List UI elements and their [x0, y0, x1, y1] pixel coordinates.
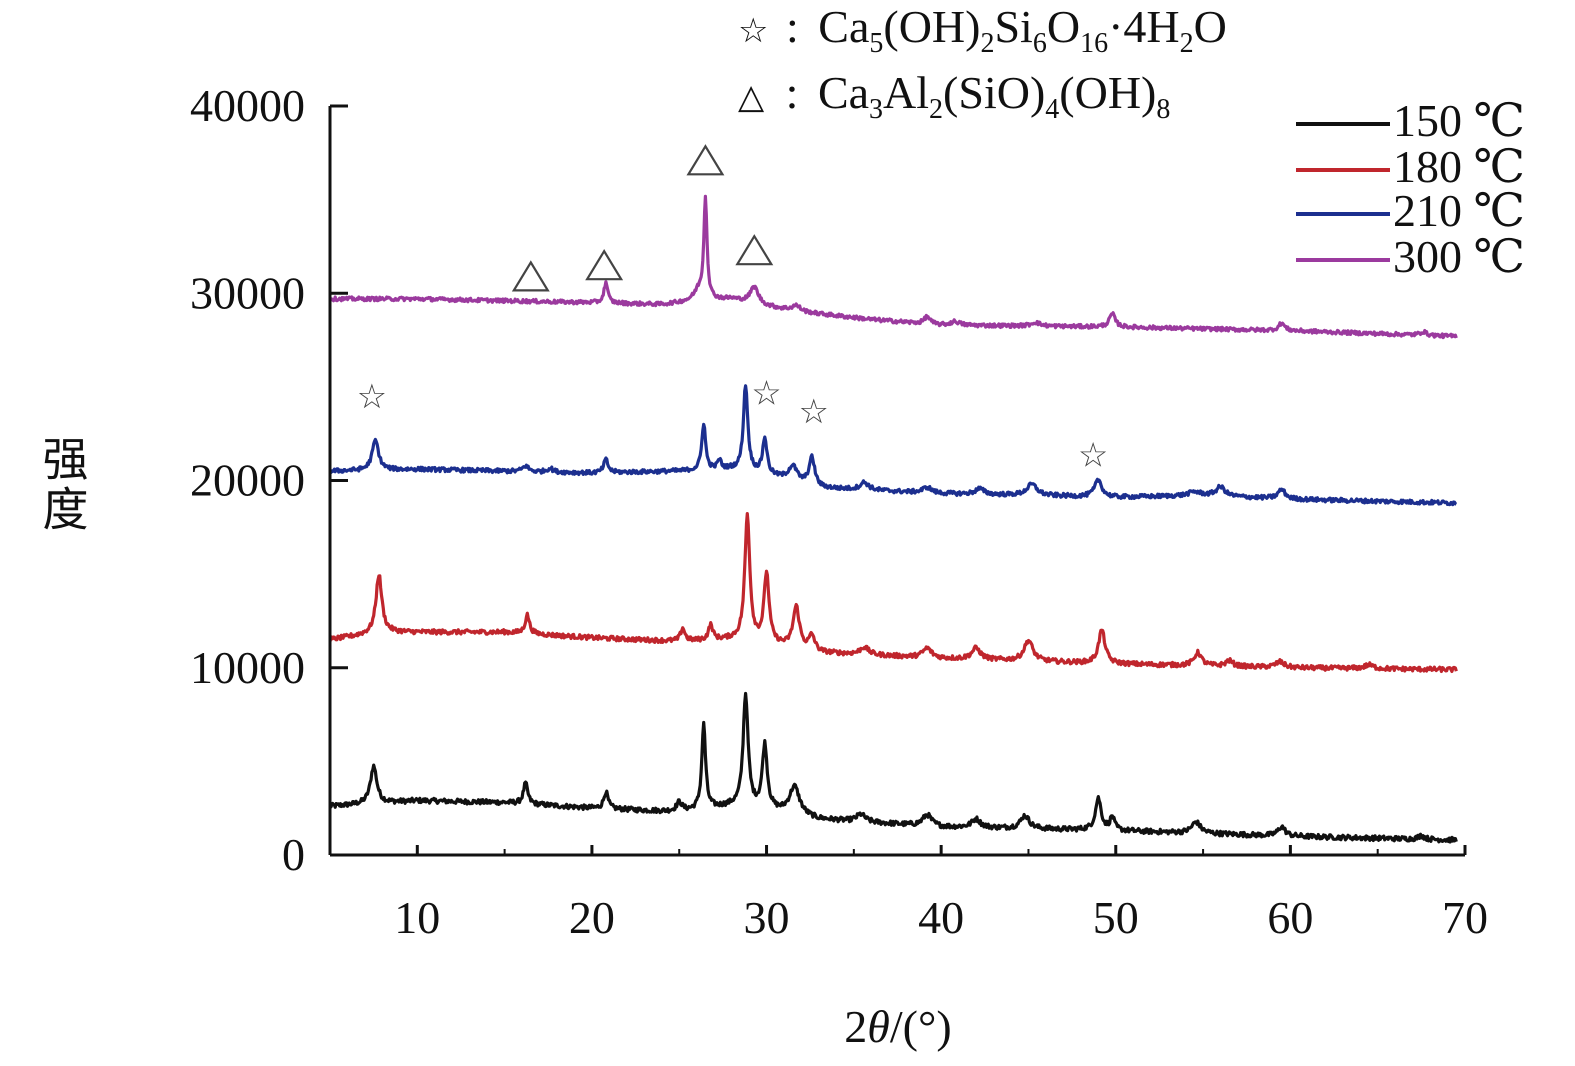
formula-part: O	[1047, 1, 1080, 52]
star-marker: ☆	[1078, 435, 1108, 475]
series-line-2	[328, 384, 1458, 507]
formula-subscript: 2	[980, 28, 994, 59]
triangle-marker	[585, 249, 624, 281]
star-marker: ☆	[357, 377, 387, 417]
triangle-symbol: △	[738, 77, 765, 117]
formula-part: (OH)	[1059, 67, 1156, 118]
formula-subscript: 16	[1080, 28, 1108, 59]
legend-label-210: 210 ℃	[1393, 185, 1525, 236]
legend: 150 ℃ 180 ℃ 210 ℃ 300 ℃	[1296, 95, 1525, 282]
series-line-0	[328, 691, 1458, 844]
x-axis-title-suffix: /(°)	[890, 1001, 952, 1052]
y-tick-label: 20000	[190, 455, 305, 506]
x-tick-label: 40	[918, 892, 964, 943]
legend-label-300: 300 ℃	[1393, 231, 1525, 282]
formula-subscript: 3	[869, 94, 883, 125]
formula-subscript: 2	[929, 94, 943, 125]
x-axis-title-prefix: 2	[844, 1001, 867, 1052]
formula-part: (SiO)	[943, 67, 1045, 118]
star-marker: ☆	[798, 392, 828, 432]
triangle-sep: :	[786, 67, 799, 118]
star-symbol: ☆	[738, 11, 768, 51]
y-axis-title: 强度	[37, 435, 88, 535]
triangle-marker	[686, 144, 725, 176]
series-line-3	[329, 194, 1458, 340]
x-tick-label: 20	[569, 892, 615, 943]
legend-label-150: 150 ℃	[1393, 95, 1525, 146]
formula-subscript: 4	[1045, 94, 1059, 125]
legend-item-150: 150 ℃	[1296, 95, 1525, 146]
legend-label-180: 180 ℃	[1393, 141, 1525, 192]
triangle-marker	[511, 260, 550, 292]
star-formula: Ca5(OH)2Si6O16·4H2O	[818, 1, 1227, 59]
plot-lines	[328, 194, 1458, 844]
formula-part: ·4H	[1108, 1, 1180, 52]
formula-part: (OH)	[883, 1, 980, 52]
formula-subscript: 2	[1180, 28, 1194, 59]
legend-item-300: 300 ℃	[1296, 231, 1525, 282]
star-marker: ☆	[751, 373, 781, 413]
legend-item-210: 210 ℃	[1296, 185, 1525, 236]
star-sep: :	[786, 1, 799, 52]
x-tick-label: 70	[1442, 892, 1488, 943]
x-tick-label: 60	[1267, 892, 1313, 943]
x-tick-label: 50	[1093, 892, 1139, 943]
phase-annotations: ☆ : Ca5(OH)2Si6O16·4H2O △ : Ca3Al2(SiO)4…	[738, 1, 1227, 125]
y-tick-label: 10000	[190, 642, 305, 693]
formula-part: O	[1194, 1, 1227, 52]
series-line-1	[328, 511, 1458, 674]
formula-subscript: 5	[869, 28, 883, 59]
tick-labels: 10 20 30 40 50 60 70 0 10000 20000 30000 40000	[190, 80, 1488, 943]
y-tick-label: 30000	[190, 267, 305, 318]
x-tick-label: 30	[744, 892, 790, 943]
star-annotation: ☆ : Ca5(OH)2Si6O16·4H2O	[738, 1, 1227, 59]
triangle-formula: Ca3Al2(SiO)4(OH)8	[818, 67, 1170, 125]
x-tick-label: 10	[394, 892, 440, 943]
formula-part: Si	[994, 1, 1032, 52]
formula-part: Ca	[818, 67, 869, 118]
peak-markers: ☆ ☆ ☆ ☆	[357, 144, 1108, 475]
formula-part: Al	[883, 67, 929, 118]
y-tick-label: 40000	[190, 80, 305, 131]
x-axis-title-theta: θ	[867, 1001, 890, 1052]
formula-part: Ca	[818, 1, 869, 52]
y-tick-label: 0	[282, 829, 305, 880]
formula-subscript: 6	[1033, 28, 1047, 59]
formula-subscript: 8	[1156, 94, 1170, 125]
legend-item-180: 180 ℃	[1296, 141, 1525, 192]
x-axis-title: 2θ/(°)	[844, 1001, 951, 1052]
triangle-marker	[735, 234, 774, 266]
axes	[328, 104, 1467, 857]
triangle-annotation: △ : Ca3Al2(SiO)4(OH)8	[738, 67, 1170, 125]
